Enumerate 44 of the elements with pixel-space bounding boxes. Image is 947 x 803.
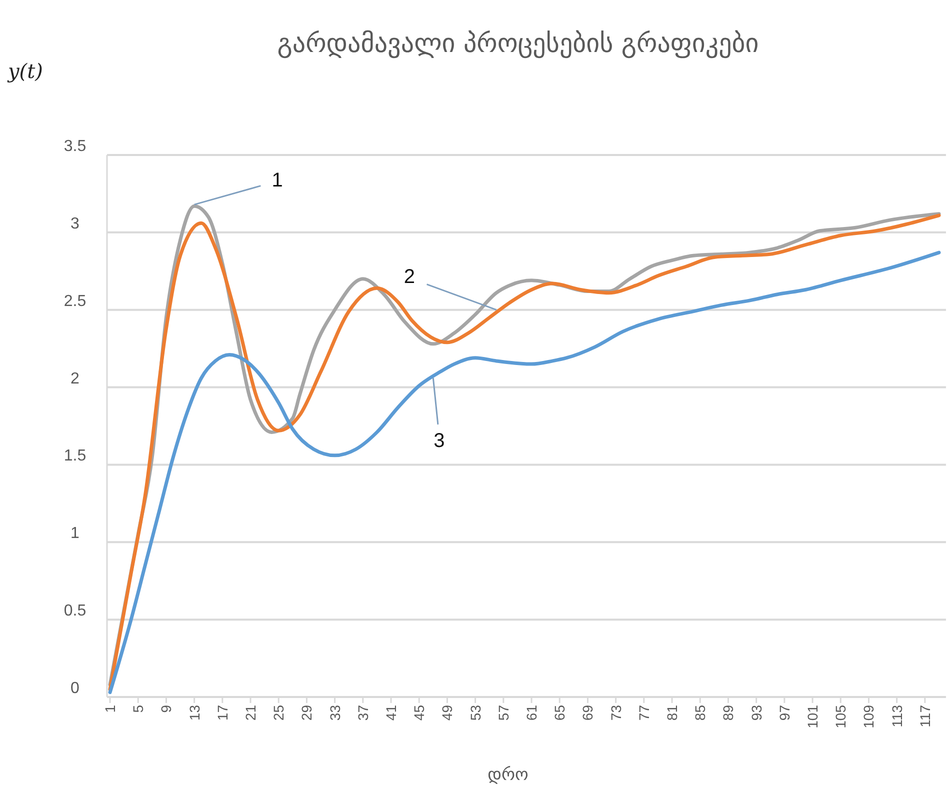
y-tick-label: 0 [70,680,80,697]
annotation: 1 [272,170,283,192]
y-tick-label: 2 [70,370,80,388]
x-axis-title: დრო [488,765,528,785]
x-tick-label: 89 [720,704,736,721]
y-axis-title: y(t) [7,59,43,83]
x-tick-label: 1 [102,704,118,713]
x-tick-label: 85 [692,704,708,721]
x-tick-label: 109 [860,704,877,728]
annotation: 2 [404,266,415,288]
y-tick-label: 0.5 [64,602,86,620]
x-tick-label: 41 [383,704,400,721]
x-tick-label: 81 [664,704,680,721]
x-tick-label: 101 [804,704,821,728]
x-tick-label: 49 [439,704,456,721]
annotation: 3 [434,430,445,452]
x-tick-label: 53 [467,704,484,721]
x-tick-label: 37 [354,704,371,721]
x-tick-label: 13 [186,704,202,721]
chart-title: გარდამავალი პროცესების გრაფიკები [277,29,759,59]
x-tick-label: 29 [298,704,315,721]
x-tick-label: 73 [608,704,624,721]
x-tick-label: 113 [888,704,905,728]
x-tick-label: 5 [130,704,146,713]
y-tick-label: 3.5 [64,138,86,155]
x-tick-label: 57 [495,704,512,721]
x-tick-label: 33 [326,704,343,721]
x-tick-label: 93 [748,704,764,721]
x-tick-label: 21 [242,704,259,721]
x-tick-label: 61 [524,704,540,721]
x-tick-label: 45 [411,704,428,721]
y-tick-label: 2.5 [64,292,86,310]
x-tick-label: 9 [158,704,174,713]
x-tick-label: 117 [916,704,933,728]
y-tick-label: 1 [70,525,80,542]
x-tick-label: 65 [552,704,568,721]
y-tick-label: 1.5 [64,448,86,465]
x-tick-label: 25 [270,704,287,721]
x-tick-label: 69 [580,704,596,721]
x-tick-label: 105 [832,704,849,728]
y-tick-label: 3 [70,215,80,232]
x-tick-label: 17 [214,704,230,721]
x-tick-label: 97 [776,704,792,721]
x-tick-label: 77 [636,704,652,721]
